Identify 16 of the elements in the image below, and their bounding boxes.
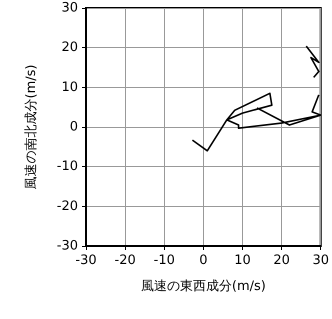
y-tick-label: -10 [56, 159, 78, 174]
x-tick-label: -30 [75, 253, 97, 268]
x-tick-label: -10 [154, 253, 175, 268]
y-tick-label: 10 [61, 80, 78, 95]
y-tick-label: 30 [61, 0, 78, 16]
y-axis-title: 風速の南北成分(m/s) [24, 64, 39, 190]
y-tick-label: 20 [61, 40, 78, 56]
y-tick-label: -30 [56, 238, 78, 254]
x-tick-label: 10 [234, 253, 251, 268]
y-tick-label: 0 [70, 120, 78, 134]
x-tick-label: 20 [273, 253, 290, 268]
x-tick-label: 30 [312, 253, 329, 268]
x-tick-label: 0 [199, 253, 208, 268]
x-tick-label: -20 [114, 253, 136, 268]
y-tick-label: -20 [56, 198, 78, 214]
x-axis-title: 風速の東西成分(m/s) [140, 279, 266, 294]
